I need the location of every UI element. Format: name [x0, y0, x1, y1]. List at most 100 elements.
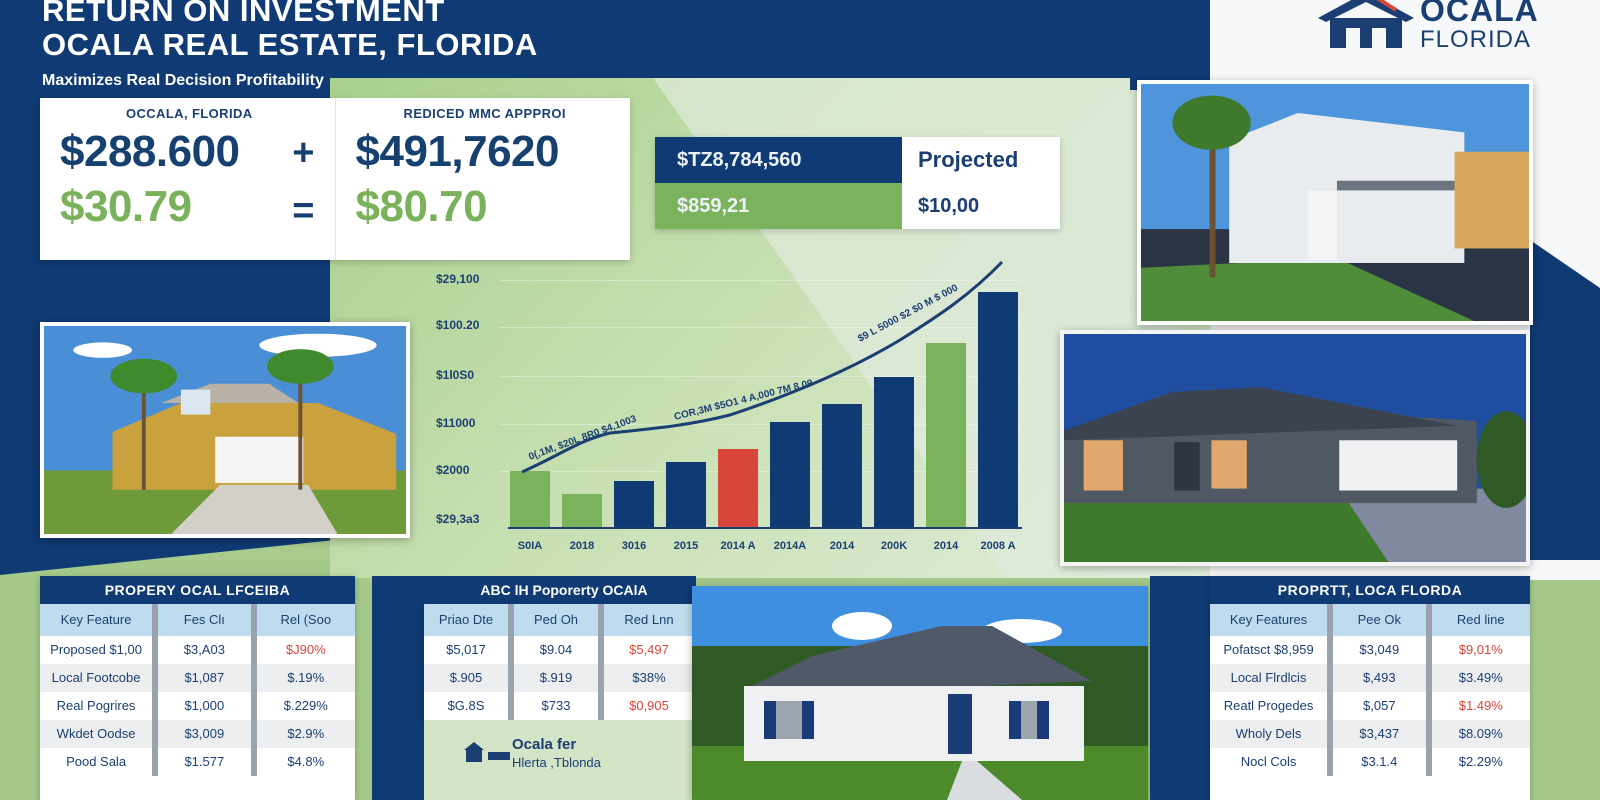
projection-row-1: $TZ8,784,560 Projected	[655, 137, 1060, 183]
table-cell: $8.09%	[1431, 720, 1530, 748]
table-grid: Priao Dte Ped Oh Red Lnn $5,017 $9.04 $5…	[424, 604, 694, 720]
table-cell: Wholy Dels	[1210, 720, 1334, 748]
column-header[interactable]: Key Feature	[40, 604, 159, 636]
property-table-left: PROPERY OCAL LFCEIBA Key Feature Fes Clı…	[40, 576, 355, 800]
table-cell: $.919	[514, 664, 604, 692]
x-tick: 2014	[829, 540, 855, 552]
bar	[562, 494, 602, 528]
gridline	[500, 327, 1020, 328]
gray-ranch-house-photo	[1060, 330, 1530, 566]
bar	[510, 471, 550, 528]
table-cell: Nocl Cols	[1210, 748, 1334, 776]
table-cell: Pood Sala	[40, 748, 159, 776]
hero-left-value: $288.600	[60, 127, 240, 176]
column-header[interactable]: Rel (Soo	[256, 604, 355, 636]
table-body: Priao Dte Ped Oh Red Lnn $5,017 $9.04 $5…	[424, 604, 694, 720]
table-cell: Local Footcobe	[40, 664, 159, 692]
x-axis	[508, 527, 1022, 529]
table-cell: $3.49%	[1431, 664, 1530, 692]
bar	[926, 343, 966, 528]
table-cell: $5,017	[424, 636, 514, 664]
hero-right-value: $491,7620	[355, 127, 560, 176]
hero-left-column: OCCALA, FLORIDA $288.600 $30.79 + =	[40, 98, 335, 260]
plus-operator: +	[292, 132, 315, 174]
table-cell: $.229%	[283, 698, 328, 713]
column-header[interactable]: Red Lnn	[604, 604, 694, 636]
column-header[interactable]: Key Features	[1210, 604, 1334, 636]
gridline	[500, 280, 1020, 281]
x-tick: 2018	[569, 540, 595, 552]
column-header[interactable]: Ped Oh	[514, 604, 604, 636]
projection-row-2: $859,21 $10,00	[655, 183, 1060, 229]
x-tick: 2014	[933, 540, 959, 552]
roi-bar-chart: $29,100 $100.20 $1l0S0 $11000 $2000 $29,…	[430, 250, 1030, 560]
bar	[614, 481, 654, 528]
x-tick: 2014 A	[720, 540, 756, 552]
table-cell: $5,497	[629, 642, 669, 657]
page-subtitle: Maximizes Real Decision Profitability	[42, 72, 324, 89]
table-cell: $2.9%	[256, 720, 355, 748]
table-cell: $4.8%	[287, 754, 325, 769]
column-header[interactable]: Pee Ok	[1333, 604, 1432, 636]
yellow-two-story-house-photo	[40, 322, 410, 538]
table-cell: $1.577	[158, 748, 257, 776]
bar	[822, 404, 862, 528]
table-grid: Key Features Pee Ok Red line Pofatsct $8…	[1210, 604, 1530, 776]
trend-line: 0(,1M, $20L 8R0 $4,1003 COR,3M $5O1 4 A,…	[521, 260, 1004, 474]
house-icon	[464, 742, 510, 762]
table-cell: Pofatsct $8,959	[1210, 636, 1334, 664]
gridline	[500, 424, 1020, 425]
table-cell: $3,049	[1333, 636, 1432, 664]
table-cell: $G.8S	[424, 692, 514, 720]
table-cell: $1,000	[158, 692, 257, 720]
table-title: PROPERY OCAL LFCEIBA	[40, 576, 355, 604]
white-ranch-house-photo	[692, 586, 1148, 800]
house-icon	[1318, 0, 1414, 48]
table-cell: $2.29%	[1458, 754, 1503, 769]
footer-subtitle: Hlerta ,Tblonda	[512, 755, 601, 770]
table-cell: Proposed $1,00	[40, 636, 159, 664]
y-tick: $100.20	[436, 318, 480, 332]
table-cell: $3,A03	[158, 636, 257, 664]
projection-label-2: $10,00	[902, 183, 1060, 229]
column-header[interactable]: Red line	[1431, 604, 1530, 636]
table-cell: $3,009	[158, 720, 257, 748]
background-navy-right-stripe	[1530, 240, 1600, 560]
property-table-right: PROPRTT, LOCA FLORDA Key Features Pee Ok…	[1210, 576, 1530, 800]
background-navy-top	[0, 0, 1210, 78]
svg-text:COR,3M $5O1 4 A,000 7M 8 09: COR,3M $5O1 4 A,000 7M 8 09	[673, 378, 814, 423]
title-line-2: OCALA REAL ESTATE, FLORIDA	[42, 27, 538, 62]
gridline	[500, 471, 1020, 472]
column-header[interactable]: Fes Clı	[158, 604, 257, 636]
table-cell: $.905	[424, 664, 514, 692]
x-tick: S0IA	[517, 540, 543, 552]
bar	[770, 422, 810, 528]
y-tick: $2000	[436, 463, 470, 477]
hero-right-column: REDICED MMC APPPROI $491,7620 $80.70	[334, 98, 631, 260]
hero-summary-card: OCCALA, FLORIDA $288.600 $30.79 + = REDI…	[40, 98, 630, 260]
table-title: ABC lH Poporerty OCAlA	[480, 582, 648, 598]
table-title: PROPRTT, LOCA FLORDA	[1210, 576, 1530, 604]
bar	[718, 449, 758, 528]
table-cell: $J90%	[285, 642, 326, 657]
table-cell: $1,087	[158, 664, 257, 692]
table-cell: Reatl Progedes	[1210, 692, 1334, 720]
title-line-1: RETURN ON INVESTMENT	[42, 0, 445, 28]
column-header[interactable]: Priao Dte	[424, 604, 514, 636]
hero-right-label: REDICED MMC APPPROI	[403, 106, 566, 121]
navy-strip	[1150, 576, 1210, 800]
table-cell: $0,905	[629, 698, 669, 713]
projection-value-1: $TZ8,784,560	[655, 137, 902, 183]
table-cell: $3,437	[1333, 720, 1432, 748]
bar	[874, 377, 914, 528]
table-cell: $,057	[1333, 692, 1432, 720]
projection-panel: $TZ8,784,560 Projected $859,21 $10,00	[655, 137, 1060, 229]
x-tick: 2014A	[773, 540, 807, 552]
table-grid: Key Feature Fes Clı Rel (Soo Proposed $1…	[40, 604, 355, 776]
y-tick: $29,100	[436, 272, 480, 286]
table-cell: $9.04	[514, 636, 604, 664]
y-tick: $11000	[436, 416, 476, 430]
svg-text:0(,1M, $20L 8R0 $4,1003: 0(,1M, $20L 8R0 $4,1003	[527, 413, 638, 462]
hero-left-label: OCCALA, FLORIDA	[125, 106, 253, 121]
page-title: RETURN ON INVESTMENT OCALA REAL ESTATE, …	[42, 0, 538, 62]
